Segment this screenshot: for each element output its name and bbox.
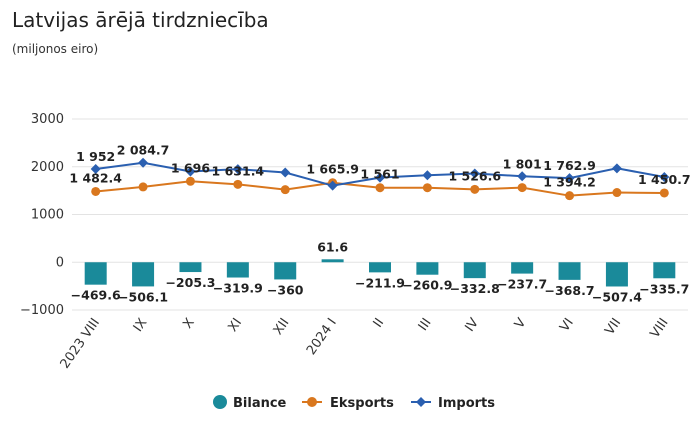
imports-point	[564, 173, 575, 184]
imports-point	[138, 157, 149, 168]
y-tick-label: 1000	[31, 208, 64, 223]
eksports-point	[565, 191, 575, 201]
y-tick-label: −1000	[20, 303, 64, 318]
x-tick-label: III	[416, 316, 435, 334]
eksports-data-label: 1 482.4	[69, 170, 122, 185]
x-tick-label: V	[512, 316, 529, 332]
imports-data-label: 1 762.9	[543, 158, 596, 173]
bilance-bar	[558, 262, 581, 280]
eksports-point	[470, 184, 480, 194]
bilance-data-label: 61.6	[317, 239, 348, 254]
eksports-data-label: 1 665.9	[306, 162, 359, 177]
eksports-point	[659, 188, 669, 198]
legend-imports-marker	[416, 397, 426, 407]
chart-title: Latvijas ārējā tirdzniecība	[12, 8, 269, 32]
eksports-data-label: 1 561	[360, 167, 399, 182]
legend-eksports-label: Eksports	[330, 396, 394, 411]
bilance-data-label: −332.8	[450, 281, 500, 296]
x-tick-label: XII	[271, 316, 293, 338]
y-tick-label: 3000	[31, 112, 64, 127]
bilance-bar	[605, 262, 628, 287]
bilance-bar	[511, 262, 534, 274]
bilance-data-label: −469.6	[71, 288, 121, 303]
bilance-data-label: −507.4	[592, 289, 642, 304]
imports-data-label: 2 084.7	[117, 143, 170, 158]
x-tick-label: VIII	[648, 316, 672, 341]
imports-point	[422, 170, 433, 181]
eksports-point	[517, 183, 527, 193]
bilance-data-label: −237.7	[497, 277, 547, 292]
imports-point	[659, 171, 670, 182]
imports-point	[185, 166, 196, 177]
legend-bilance-label: Bilance	[233, 396, 287, 411]
eksports-point	[138, 182, 148, 192]
imports-point	[232, 164, 243, 175]
bilance-bar	[653, 262, 676, 279]
x-tick-label: IV	[462, 316, 482, 335]
eksports-data-label: 1 450.7	[638, 172, 691, 187]
eksports-point	[185, 176, 195, 186]
bilance-data-label: −368.7	[545, 283, 595, 298]
x-tick-label: II	[371, 316, 388, 331]
bilance-data-label: −260.9	[402, 278, 452, 293]
bilance-data-label: −506.1	[118, 289, 168, 304]
x-tick-label: X	[180, 316, 197, 332]
bilance-bar	[84, 262, 107, 285]
x-tick-label: IX	[131, 316, 151, 335]
legend-eksports-marker	[307, 397, 317, 407]
eksports-data-label: 1 631.4	[212, 163, 265, 178]
eksports-point	[233, 179, 243, 189]
eksports-data-label: 1 696	[171, 160, 210, 175]
eksports-point	[91, 186, 101, 196]
imports-point	[327, 180, 338, 191]
eksports-point	[280, 185, 290, 195]
bilance-bar	[179, 262, 202, 273]
legend: Bilance Eksports Imports	[213, 395, 495, 411]
x-tick-label: 2024 I	[304, 316, 340, 358]
imports-point	[469, 168, 480, 179]
imports-point	[375, 172, 385, 183]
eksports-point	[375, 183, 385, 193]
bilance-bar	[226, 262, 249, 278]
x-tick-label: XI	[226, 316, 246, 335]
x-tick-label: 2023 VIII	[58, 316, 103, 372]
bilance-bar	[321, 259, 344, 263]
bilance-data-label: −205.3	[165, 275, 215, 290]
eksports-point	[612, 188, 622, 198]
bilance-data-label: −319.9	[213, 281, 263, 296]
y-tick-label: 2000	[31, 160, 64, 175]
bilance-data-label: −335.7	[639, 281, 689, 296]
imports-data-label: 1 801	[503, 156, 542, 171]
imports-point	[517, 171, 528, 182]
eksports-data-label: 1 394.2	[543, 175, 596, 190]
bilance-data-label: −360	[267, 282, 304, 297]
bilance-data-label: −211.9	[355, 275, 405, 290]
bilance-bar	[274, 262, 297, 280]
bilance-bar	[463, 262, 486, 279]
eksports-data-label: 1 526.6	[448, 168, 501, 183]
imports-point	[611, 163, 622, 174]
bilance-bar	[416, 262, 439, 275]
bilance-bar	[369, 262, 391, 273]
bilance-bar	[132, 262, 155, 287]
imports-point	[280, 167, 291, 178]
legend-imports-label: Imports	[438, 396, 495, 411]
y-tick-label: 0	[56, 255, 64, 270]
imports-data-label: 1 952	[76, 149, 115, 164]
eksports-point	[422, 183, 432, 193]
legend-bilance-marker	[213, 395, 227, 409]
chart-subtitle: (miljonos eiro)	[12, 42, 99, 56]
x-tick-label: VII	[602, 316, 624, 338]
x-tick-label: VI	[557, 316, 577, 335]
imports-point	[90, 164, 101, 175]
